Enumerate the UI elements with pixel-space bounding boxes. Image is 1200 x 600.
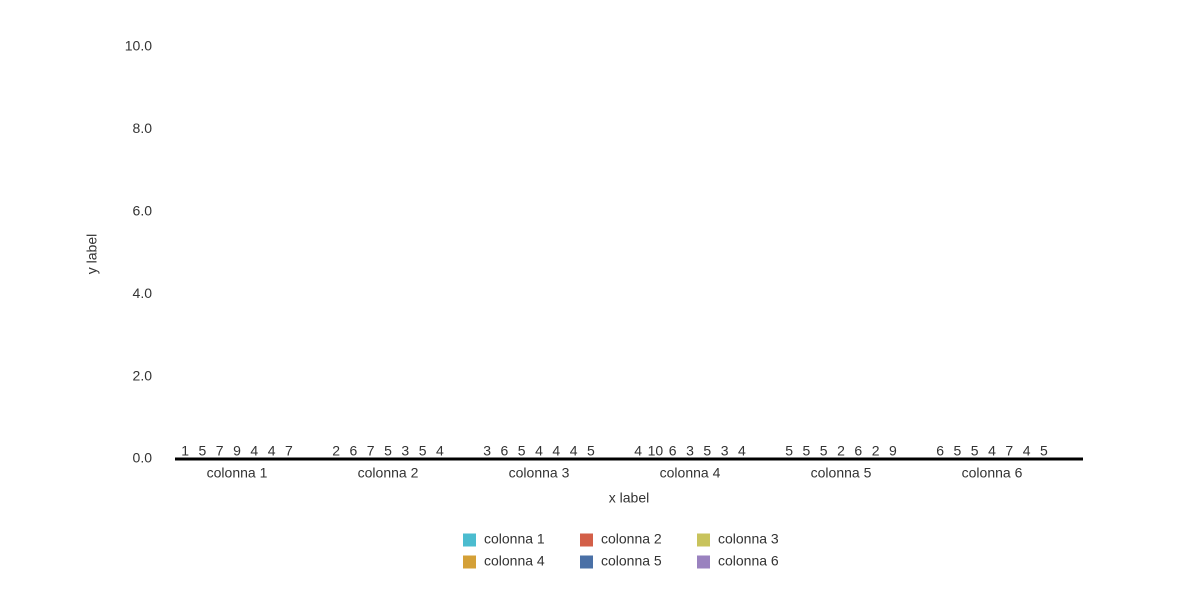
category-index-label: 6	[936, 443, 944, 459]
data-label: 2	[872, 443, 880, 459]
y-tick-label: 6.0	[133, 203, 153, 219]
data-label: 3	[401, 443, 409, 459]
category-index-label: 5	[785, 443, 793, 459]
x-axis-label: x label	[609, 490, 649, 506]
data-label: 5	[820, 443, 828, 459]
data-label: 5	[419, 443, 427, 459]
data-label: 4	[988, 443, 996, 459]
data-label: 4	[250, 443, 258, 459]
data-label: 9	[233, 443, 241, 459]
legend-swatch	[463, 555, 476, 569]
data-label: 2	[837, 443, 845, 459]
data-label: 6	[854, 443, 862, 459]
data-label: 9	[889, 443, 897, 459]
data-label: 4	[738, 443, 746, 459]
data-label: 7	[285, 443, 293, 459]
legend-label: colonna 6	[718, 553, 779, 569]
category-index-label: 1	[181, 443, 189, 459]
data-label: 4	[535, 443, 543, 459]
data-label: 6	[669, 443, 677, 459]
data-label: 5	[384, 443, 392, 459]
data-label: 7	[216, 443, 224, 459]
data-label: 7	[1005, 443, 1013, 459]
data-label: 6	[501, 443, 509, 459]
category-index-label: 2	[332, 443, 340, 459]
data-label: 5	[518, 443, 526, 459]
legend-label: colonna 3	[718, 531, 779, 547]
data-label: 5	[587, 443, 595, 459]
data-label: 7	[367, 443, 375, 459]
y-axis-label: y label	[84, 234, 100, 274]
legend-label: colonna 1	[484, 531, 545, 547]
legend-label: colonna 5	[601, 553, 662, 569]
x-tick-label: colonna 5	[811, 465, 872, 481]
x-tick-label: colonna 4	[660, 465, 721, 481]
x-tick-label: colonna 1	[207, 465, 268, 481]
category-index-label: 3	[483, 443, 491, 459]
legend-swatch	[697, 555, 710, 569]
y-tick-label: 10.0	[125, 38, 152, 54]
legend-swatch	[580, 555, 593, 569]
x-tick-label: colonna 6	[962, 465, 1023, 481]
y-tick-label: 4.0	[133, 285, 153, 301]
data-label: 5	[1040, 443, 1048, 459]
legend-label: colonna 2	[601, 531, 662, 547]
data-label: 6	[350, 443, 358, 459]
data-label: 5	[199, 443, 207, 459]
data-label: 10	[648, 443, 664, 459]
data-label: 3	[721, 443, 729, 459]
data-label: 4	[1023, 443, 1031, 459]
data-label: 4	[436, 443, 444, 459]
data-label: 4	[570, 443, 578, 459]
data-label: 5	[803, 443, 811, 459]
data-label: 3	[686, 443, 694, 459]
x-tick-label: colonna 3	[509, 465, 570, 481]
legend-swatch	[580, 533, 593, 547]
y-tick-label: 8.0	[133, 120, 153, 136]
y-tick-label: 2.0	[133, 367, 153, 383]
legend-label: colonna 4	[484, 553, 545, 569]
data-label: 5	[703, 443, 711, 459]
data-label: 4	[552, 443, 560, 459]
category-index-label: 4	[634, 443, 642, 459]
data-label: 4	[268, 443, 276, 459]
legend-swatch	[697, 533, 710, 547]
y-tick-label: 0.0	[133, 450, 153, 466]
data-label: 5	[954, 443, 962, 459]
x-tick-label: colonna 2	[358, 465, 419, 481]
data-label: 5	[971, 443, 979, 459]
legend-swatch	[463, 533, 476, 547]
